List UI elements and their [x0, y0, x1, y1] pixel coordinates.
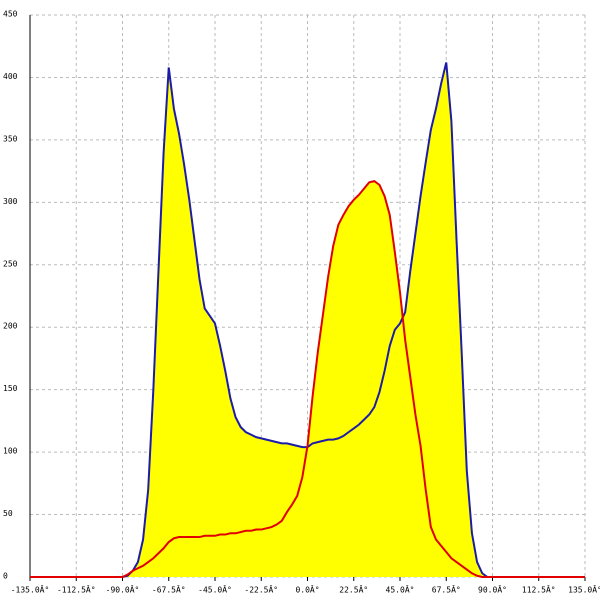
x-tick-label: -112.5Â° — [57, 584, 96, 595]
y-tick-label: 400 — [3, 72, 18, 81]
x-tick-label: 45.0Â° — [386, 584, 415, 595]
y-tick-label: 350 — [3, 134, 18, 143]
area-fill — [30, 62, 585, 578]
x-tick-label: 135.0Â° — [568, 584, 600, 595]
x-tick-label: -22.5Â° — [244, 584, 278, 595]
y-tick-label: 100 — [3, 447, 18, 456]
x-tick-label: -90.0Â° — [106, 584, 140, 595]
y-tick-label: 300 — [3, 197, 18, 206]
series-line — [30, 180, 585, 578]
x-tick-label: 90.0Â° — [478, 584, 507, 595]
x-tick-label: 112.5Â° — [522, 584, 556, 595]
y-tick-label: 150 — [3, 384, 18, 393]
x-tick-label: 0.0Â° — [295, 584, 319, 595]
area-fill — [30, 181, 585, 577]
y-tick-label: 0 — [3, 572, 8, 581]
x-tick-label: -45.0Â° — [198, 584, 232, 595]
x-tick-label: 22.5Â° — [339, 584, 368, 595]
y-tick-label: 450 — [3, 10, 18, 19]
x-tick-label: -67.5Â° — [152, 584, 186, 595]
y-tick-label: 200 — [3, 322, 18, 331]
y-tick-label: 50 — [3, 509, 13, 518]
y-tick-label: 250 — [3, 259, 18, 268]
x-tick-label: -135.0Â° — [11, 584, 50, 595]
x-tick-label: 67.5Â° — [432, 584, 461, 595]
